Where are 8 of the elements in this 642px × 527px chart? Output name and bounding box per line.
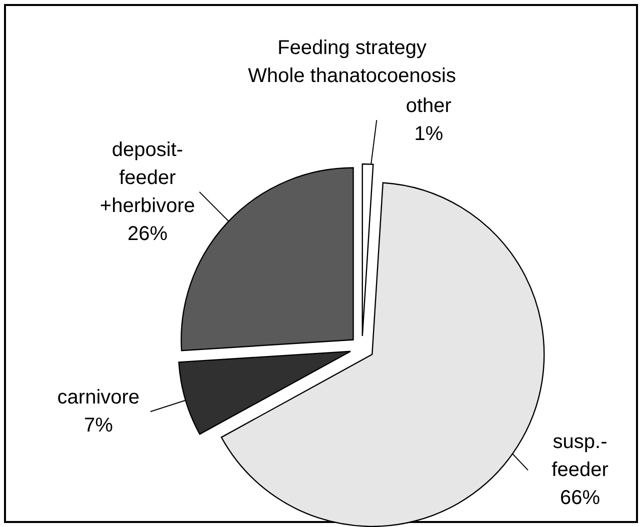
slice-label: carnivore — [57, 386, 140, 409]
data-label: 7% — [84, 414, 114, 437]
slice-label: susp.- feeder — [552, 431, 609, 482]
data-label: 26% — [127, 222, 168, 245]
data-label: 66% — [560, 487, 600, 510]
data-label: 1% — [414, 123, 444, 146]
slice-label: deposit- feeder +herbivore — [100, 138, 195, 217]
slice-label: other — [406, 95, 452, 118]
